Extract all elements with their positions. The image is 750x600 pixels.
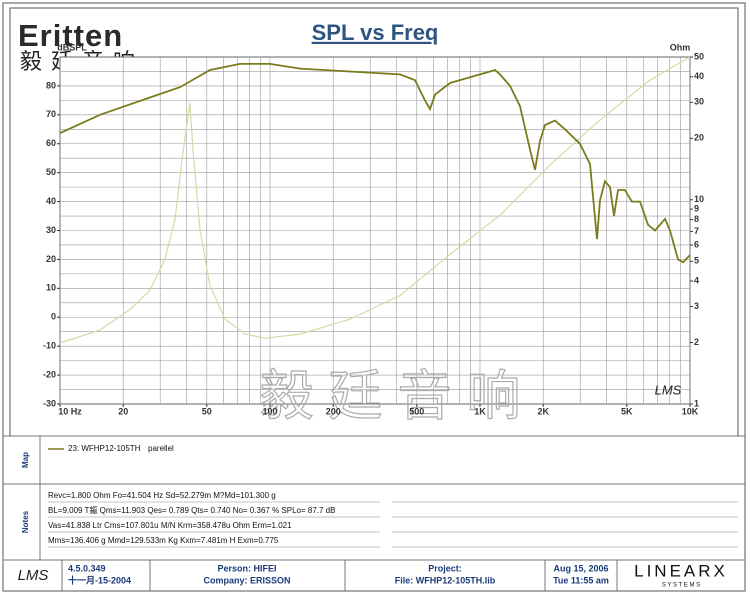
watermark: 毅 廷 音 响	[259, 366, 520, 426]
x-tick-label: 200	[326, 406, 341, 416]
y-tick-label: -30	[43, 398, 56, 408]
x-tick-label: 10 Hz	[58, 406, 82, 416]
map-label: Map	[21, 452, 30, 468]
plot-mark: LMS	[655, 382, 682, 397]
y2-tick-label: 10	[694, 194, 704, 204]
y2-tick-label: 1	[694, 398, 699, 408]
date: Aug 15, 2006	[553, 563, 608, 573]
y2-tick-label: 9	[694, 203, 699, 213]
legend-label: 23: WFHP12-105TH	[68, 444, 141, 453]
x-tick-label: 2K	[537, 406, 549, 416]
y-tick-label: 40	[46, 196, 56, 206]
y-tick-label: 20	[46, 254, 56, 264]
y2-tick-label: 7	[694, 226, 699, 236]
y-tick-label: 60	[46, 138, 56, 148]
y-tick-label: 0	[51, 312, 56, 322]
plot	[59, 56, 691, 405]
note-line: BL=9.009 T鏂 Qms=11.903 Qes= 0.789 Qts= 0…	[48, 505, 335, 515]
series-line	[59, 56, 691, 344]
legend-note: parellel	[148, 444, 174, 453]
note-line: Mms=136.406 g Mmd=129.533m Kg Kxm=7.481m…	[48, 536, 279, 545]
y2-tick-label: 5	[694, 256, 699, 266]
person: Person: HIFEI	[217, 563, 276, 573]
y-tick-label: 30	[46, 225, 56, 235]
notes: Revc=1.800 Ohm Fo=41.504 Hz Sd=52.279m M…	[48, 491, 738, 548]
x-tick-label: 100	[262, 406, 277, 416]
y-tick-label: 80	[46, 80, 56, 90]
x-tick-label: 10K	[682, 406, 699, 416]
y2-tick-label: 50	[694, 51, 704, 61]
note-line: Vas=41.838 Ltr Cms=107.801u M/N Krm=358.…	[48, 521, 292, 530]
y-tick-label: 50	[46, 167, 56, 177]
series-line	[59, 63, 691, 264]
y2-tick-label: 20	[694, 133, 704, 143]
x-tick-label: 50	[202, 406, 212, 416]
y-tick-label: 10	[46, 283, 56, 293]
x-tick-label: 5K	[621, 406, 633, 416]
company: Company: ERISSON	[203, 575, 290, 585]
y2-tick-label: 2	[694, 337, 699, 347]
y-tick-label: -20	[43, 369, 56, 379]
y2-axis-label: Ohm	[670, 42, 691, 52]
y2-tick-label: 6	[694, 239, 699, 249]
y2-tick-label: 40	[694, 71, 704, 81]
y-axis-label: dBSPL	[57, 42, 87, 52]
project: Project:	[428, 563, 462, 573]
x-tick-label: 500	[409, 406, 424, 416]
version: 4.5.0.349	[68, 563, 106, 573]
brand-sub: S Y S T E M S	[662, 583, 700, 589]
y-tick-label: -10	[43, 341, 56, 351]
version-date: 十一月-15-2004	[68, 574, 131, 585]
y2-tick-label: 30	[694, 97, 704, 107]
y2-tick-label: 4	[694, 275, 699, 285]
notes-label: Notes	[21, 510, 30, 533]
y2-tick-label: 8	[694, 214, 699, 224]
x-tick-label: 1K	[474, 406, 486, 416]
chart-title: SPL vs Freq	[312, 20, 439, 45]
y-tick-label: 70	[46, 109, 56, 119]
footer-logo: LMS	[18, 567, 49, 584]
outer-frame	[2, 2, 746, 592]
logo: Eritten	[18, 18, 123, 53]
note-line: Revc=1.800 Ohm Fo=41.504 Hz Sd=52.279m M…	[48, 491, 276, 500]
y2-tick-label: 3	[694, 301, 699, 311]
x-tick-label: 20	[118, 406, 128, 416]
file: File: WFHP12-105TH.lib	[395, 575, 496, 585]
brand: LINEARX	[634, 561, 728, 580]
time: Tue 11:55 am	[553, 575, 609, 585]
